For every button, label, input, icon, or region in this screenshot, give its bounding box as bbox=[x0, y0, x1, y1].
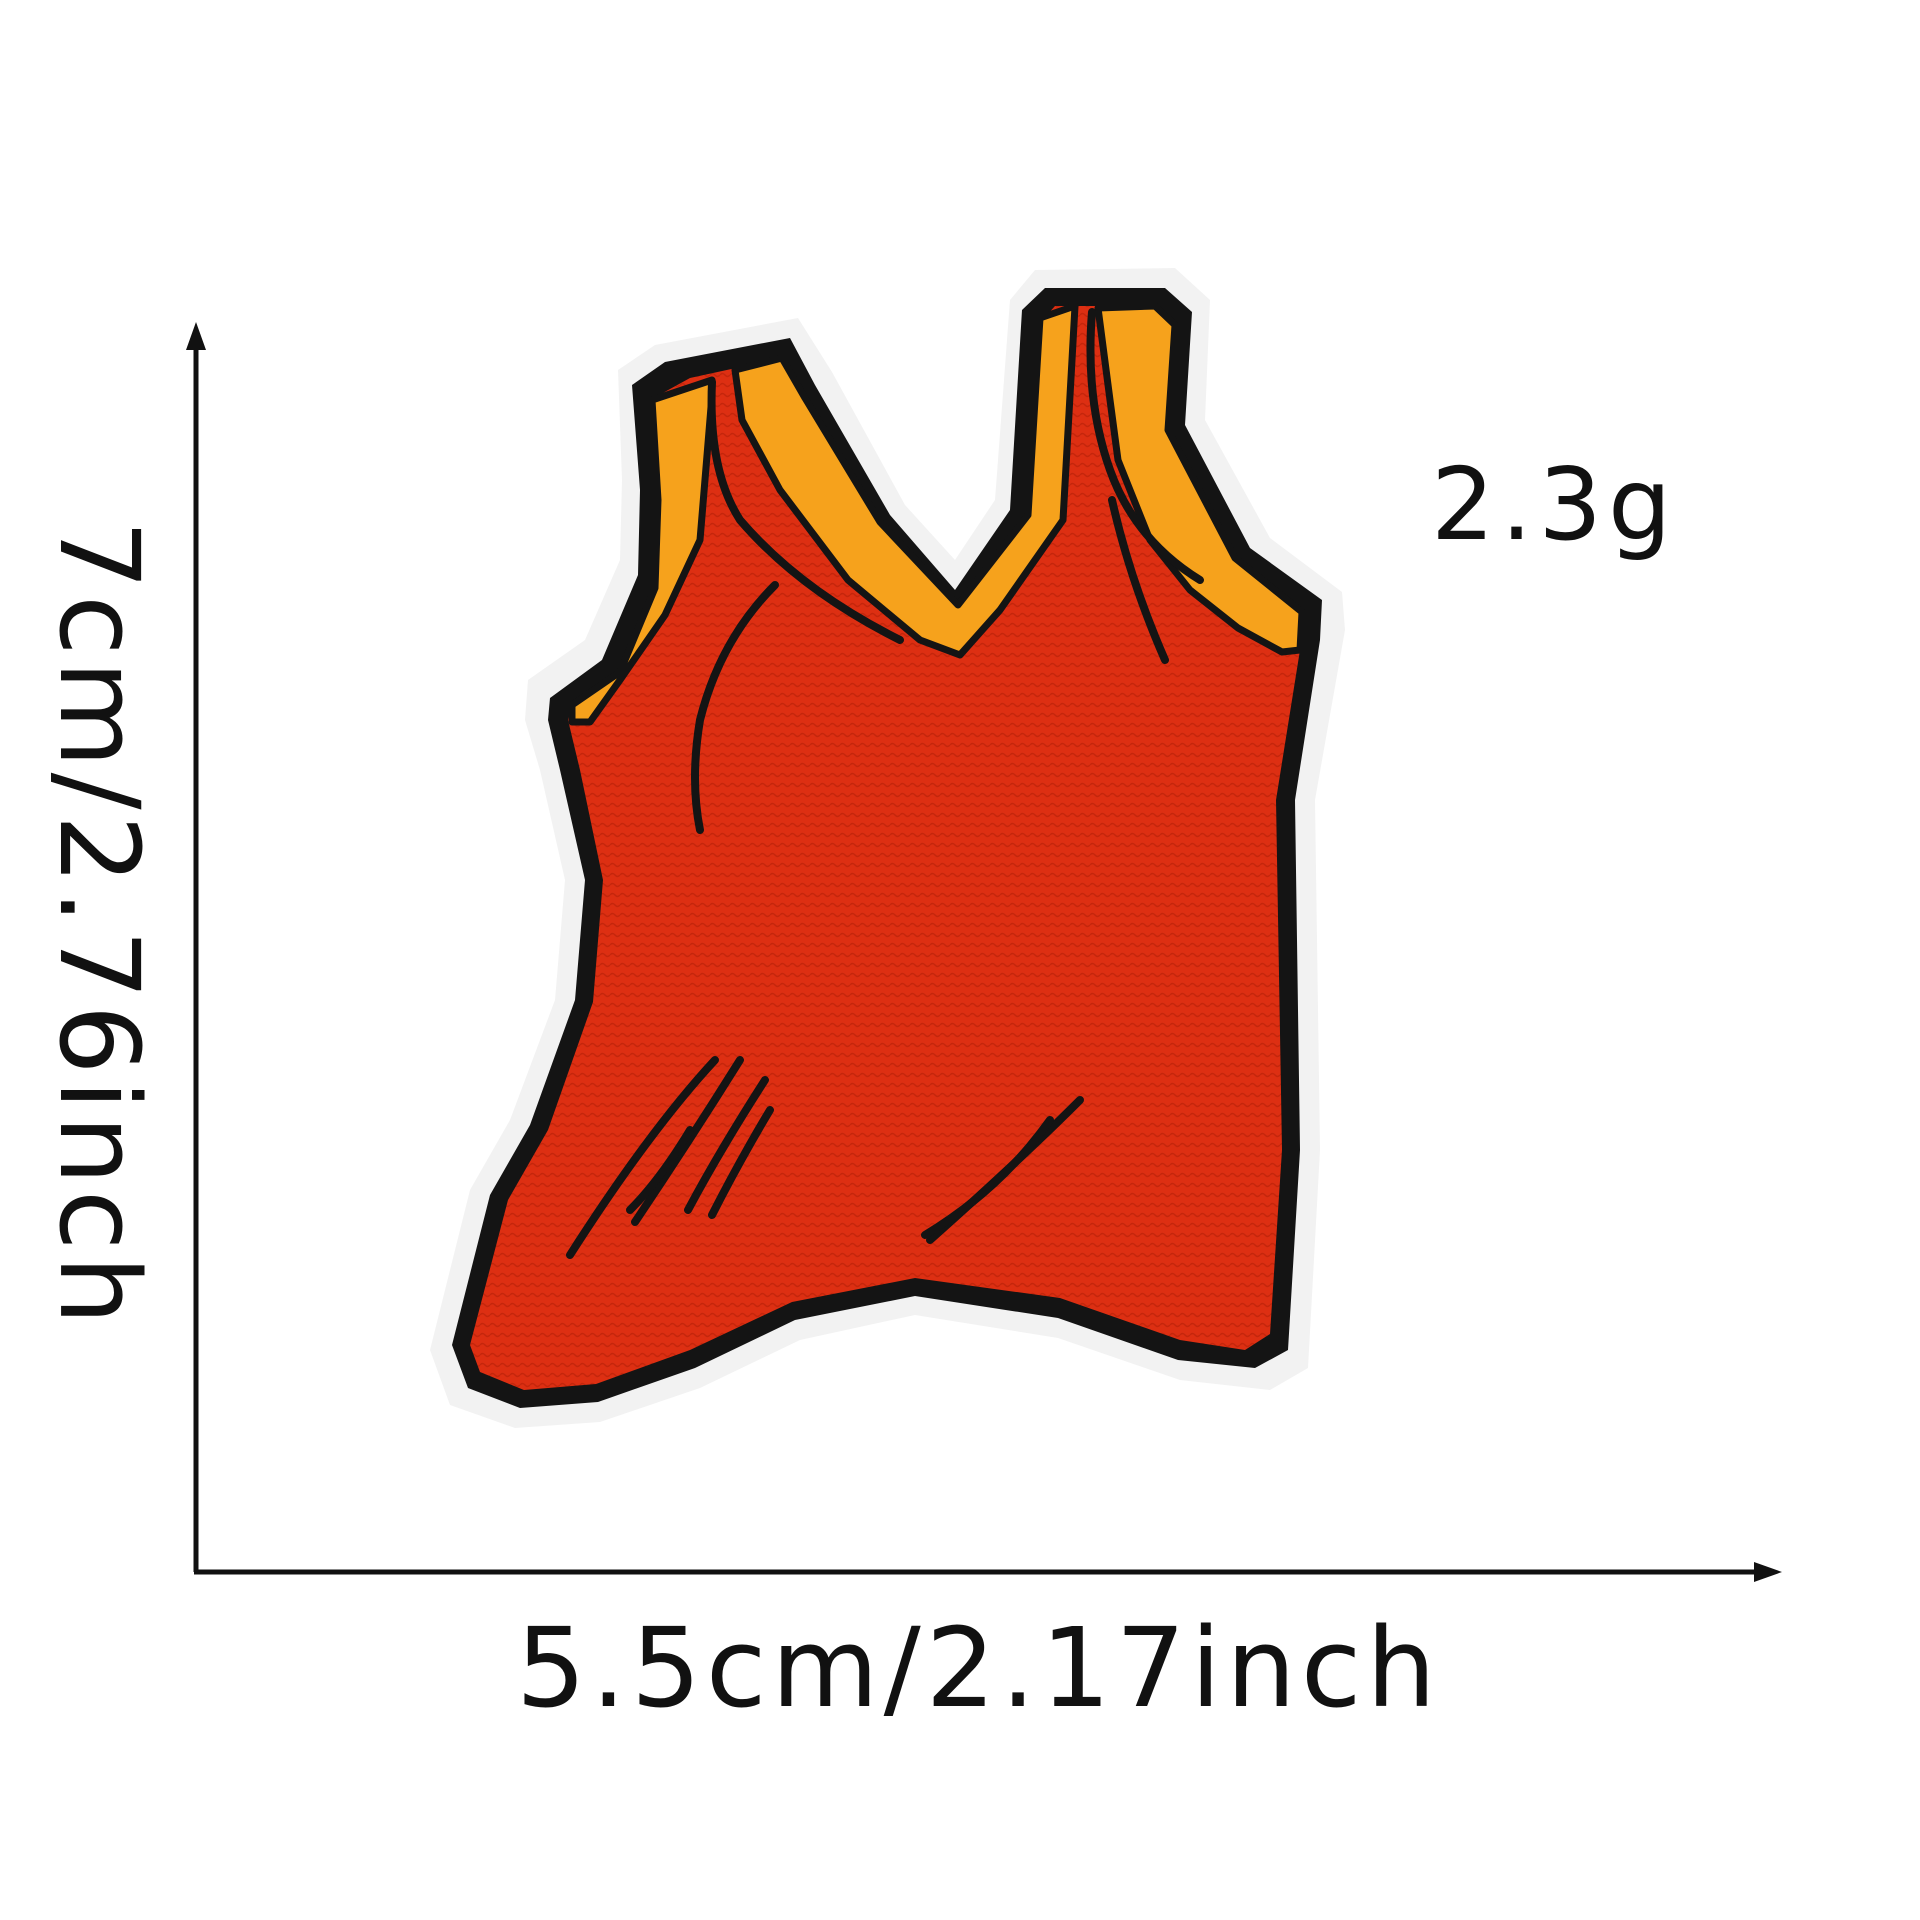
height-label: 7cm/2.76inch bbox=[35, 520, 163, 1331]
weight-label: 2.3g bbox=[1431, 446, 1678, 563]
red-tank-top-patch-icon bbox=[430, 268, 1345, 1428]
neckline-trim bbox=[731, 302, 1079, 659]
right-strap-trim bbox=[1094, 302, 1306, 656]
right-arrow-icon bbox=[1754, 1562, 1782, 1582]
dimension-lines bbox=[186, 322, 1782, 1582]
fold-strokes bbox=[566, 1056, 1084, 1259]
up-arrow-icon bbox=[186, 322, 206, 350]
seam-lines bbox=[691, 308, 1204, 834]
width-label: 5.5cm/2.17inch bbox=[516, 1604, 1442, 1732]
